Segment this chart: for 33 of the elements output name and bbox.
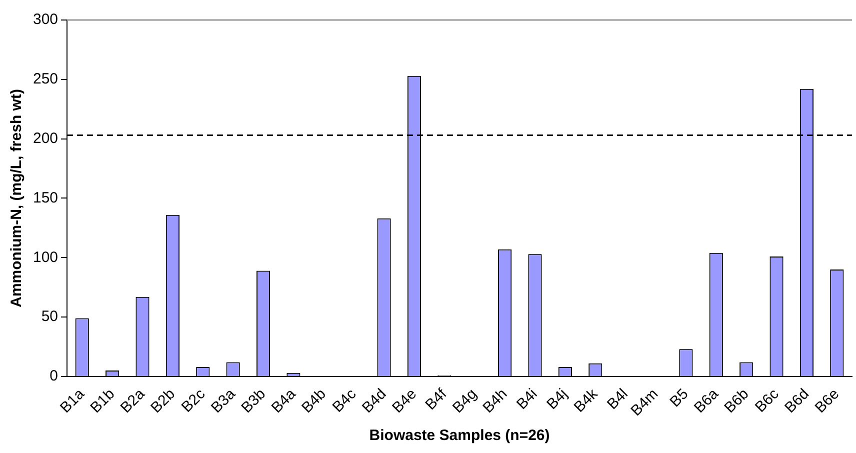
y-tick-label: 200 [32, 130, 58, 147]
x-tick-label: B4c [329, 385, 360, 416]
x-axis-title: Biowaste Samples (n=26) [369, 427, 550, 444]
x-tick-label: B1a [56, 385, 88, 416]
x-tick-label: B2c [178, 385, 209, 416]
x-tick-label: B4h [480, 386, 511, 416]
x-tick-label: B3a [208, 385, 240, 416]
x-tick-label: B4e [389, 386, 420, 416]
x-tick-label: B4a [268, 385, 300, 416]
y-axis-title: Ammonium-N, (mg/L, fresh wt) [8, 89, 26, 308]
y-tick-label: 250 [32, 70, 58, 88]
x-tick-label: B4j [544, 386, 571, 413]
x-tick-label: B6a [690, 385, 722, 416]
y-tick-label: 50 [41, 308, 58, 326]
x-tick-label: B2b [148, 386, 178, 416]
y-tick-label: 150 [32, 189, 58, 206]
x-tick-label: B6b [721, 386, 752, 416]
x-tick-label: B4g [449, 386, 480, 416]
x-tick-label: B4b [298, 386, 330, 416]
x-tick-label: B3b [238, 386, 270, 416]
y-tick-label: 0 [50, 368, 58, 385]
x-tick-label: B1b [87, 386, 118, 416]
x-tick-label: B5 [666, 386, 692, 411]
x-tick-label: B4i [513, 386, 541, 413]
x-tick-label: B4k [570, 385, 602, 416]
x-tick-label: B6e [812, 386, 843, 416]
x-tick-label: B6c [752, 385, 783, 416]
y-tick-label: 300 [32, 11, 58, 28]
x-tick-label: B4f [422, 384, 451, 414]
x-tick-label: B6d [782, 386, 812, 416]
x-tick-label: B4d [358, 386, 390, 416]
y-tick-label: 100 [32, 248, 58, 266]
x-tick-label: B2a [117, 385, 149, 416]
